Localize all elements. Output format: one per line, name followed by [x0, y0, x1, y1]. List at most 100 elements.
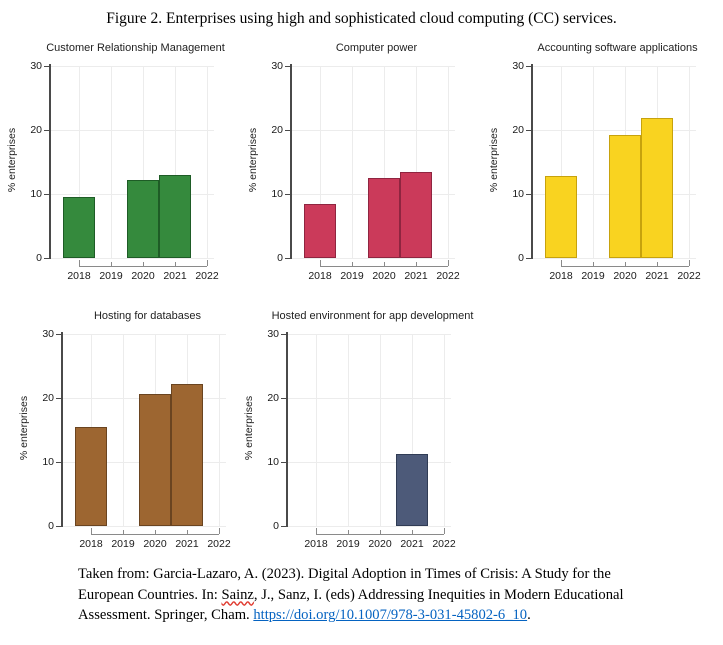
y-axis-tick-label: 30: [271, 59, 283, 72]
y-axis-tick-label: 0: [277, 251, 283, 264]
y-axis-tick-20: [44, 129, 50, 131]
gridline-vertical-2022: [219, 334, 220, 526]
x-axis-line: [316, 534, 444, 536]
y-axis-tick-label: 0: [518, 251, 524, 264]
y-axis-tick-label: 0: [36, 251, 42, 264]
x-axis-tick-2018: [561, 260, 563, 266]
gridline-horizontal-20: [532, 129, 696, 131]
gridline-horizontal-20: [287, 397, 451, 399]
y-axis-tick-0: [56, 525, 62, 527]
y-axis-tick-10: [285, 193, 291, 195]
gridline-vertical-2020: [384, 66, 385, 258]
y-axis-tick-label: 10: [271, 187, 283, 200]
y-axis-tick-10: [526, 193, 532, 195]
y-axis-tick-0: [44, 257, 50, 259]
x-axis-tick-label: 2020: [368, 538, 392, 550]
x-axis-tick-2020: [625, 261, 627, 266]
y-axis-tick-10: [44, 193, 50, 195]
bar-2020: [139, 394, 171, 526]
bar-2018: [545, 176, 577, 258]
x-axis-line: [561, 266, 689, 268]
chart-title: Hosted environment for app development: [271, 310, 474, 322]
gridline-vertical-2021: [416, 66, 417, 258]
y-axis-tick-label: 20: [512, 123, 524, 136]
x-axis-tick-2022: [444, 528, 446, 534]
gridline-vertical-2022: [689, 66, 690, 258]
y-axis-tick-label: 10: [512, 187, 524, 200]
x-axis-tick-label: 2018: [79, 538, 103, 550]
x-axis-line: [91, 534, 219, 536]
y-axis-tick-30: [281, 333, 287, 335]
y-axis-title: % enterprises: [488, 127, 500, 193]
y-axis-title: % enterprises: [6, 127, 18, 193]
chart-title: Hosting for databases: [93, 310, 201, 322]
gridline-horizontal-10: [287, 461, 451, 463]
gridline-horizontal-0: [291, 257, 455, 259]
bar-2021: [171, 383, 203, 526]
x-axis-tick-label: 2022: [207, 538, 231, 550]
x-axis-tick-2021: [187, 529, 189, 534]
plot-area: [532, 65, 696, 259]
gridline-vertical-2019: [111, 66, 112, 258]
y-axis-tick-0: [281, 525, 287, 527]
chart-computer-power: Computer power 0 10 20 30 % enterprises 2018 20…: [241, 40, 482, 286]
y-axis-line: [61, 332, 63, 527]
y-axis-tick-30: [526, 65, 532, 67]
figure-title: Figure 2. Enterprises using high and sop…: [106, 10, 617, 27]
doi-link[interactable]: https://doi.org/10.1007/978-3-031-45802-…: [253, 607, 528, 624]
x-axis-tick-2019: [352, 261, 354, 266]
x-axis-tick-label: 2019: [336, 538, 360, 550]
x-axis-tick-label: 2021: [400, 538, 424, 550]
y-axis-line: [49, 64, 51, 259]
citation-text-middle: , J., Sanz, I. (eds) Addressing Inequiti…: [78, 586, 624, 624]
bar-2018: [304, 203, 336, 258]
bar-2020: [368, 178, 400, 258]
gridline-vertical-2020: [380, 334, 381, 526]
gridline-horizontal-0: [62, 525, 226, 527]
bar-2020: [609, 135, 641, 258]
gridline-vertical-2018: [561, 66, 562, 258]
x-axis-tick-2020: [380, 529, 382, 534]
x-axis-tick-label: 2018: [304, 538, 328, 550]
x-axis-tick-2022: [207, 260, 209, 266]
x-axis-tick-label: 2020: [143, 538, 167, 550]
bar-2021: [159, 174, 191, 258]
gridline-horizontal-30: [62, 333, 226, 335]
x-axis-tick-label: 2022: [195, 270, 219, 282]
chart-title: Customer Relationship Management: [46, 42, 225, 54]
x-axis-tick-label: 2019: [340, 270, 364, 282]
y-axis-line: [531, 64, 533, 259]
y-axis-line: [290, 64, 292, 259]
y-axis-tick-30: [44, 65, 50, 67]
x-axis-tick-2018: [79, 260, 81, 266]
citation-misspelled-word: Sainz: [221, 586, 254, 603]
x-axis-tick-label: 2021: [645, 270, 669, 282]
x-axis-tick-2019: [111, 261, 113, 266]
citation: Taken from: Garcia-Lazaro, A. (2023). Di…: [78, 564, 644, 626]
citation-text-prefix: Taken from: Garcia-Lazaro, A. (2023). Di…: [78, 566, 611, 603]
plot-area: [62, 333, 226, 527]
x-axis-tick-2019: [593, 261, 595, 266]
x-axis-tick-2022: [689, 260, 691, 266]
x-axis-tick-label: 2018: [549, 270, 573, 282]
x-axis-tick-2020: [384, 261, 386, 266]
charts-row-top: Customer Relationship Management 0 10 20 30%…: [0, 40, 723, 286]
y-axis-tick-0: [526, 257, 532, 259]
gridline-vertical-2018: [79, 66, 80, 258]
y-axis-title: % enterprises: [247, 127, 259, 193]
x-axis-tick-label: 2018: [67, 270, 91, 282]
x-axis-tick-2021: [657, 261, 659, 266]
y-axis-tick-label: 10: [42, 455, 54, 468]
plot-area: [287, 333, 451, 527]
y-axis-tick-10: [56, 461, 62, 463]
x-axis-tick-2021: [412, 529, 414, 534]
x-axis-tick-2022: [219, 528, 221, 534]
bar-2021: [396, 454, 428, 526]
x-axis-tick-2022: [448, 260, 450, 266]
bar-2018: [75, 427, 107, 526]
x-axis-tick-2019: [348, 529, 350, 534]
gridline-vertical-2021: [412, 334, 413, 526]
bar-2021: [641, 118, 673, 258]
x-axis-tick-2021: [416, 261, 418, 266]
